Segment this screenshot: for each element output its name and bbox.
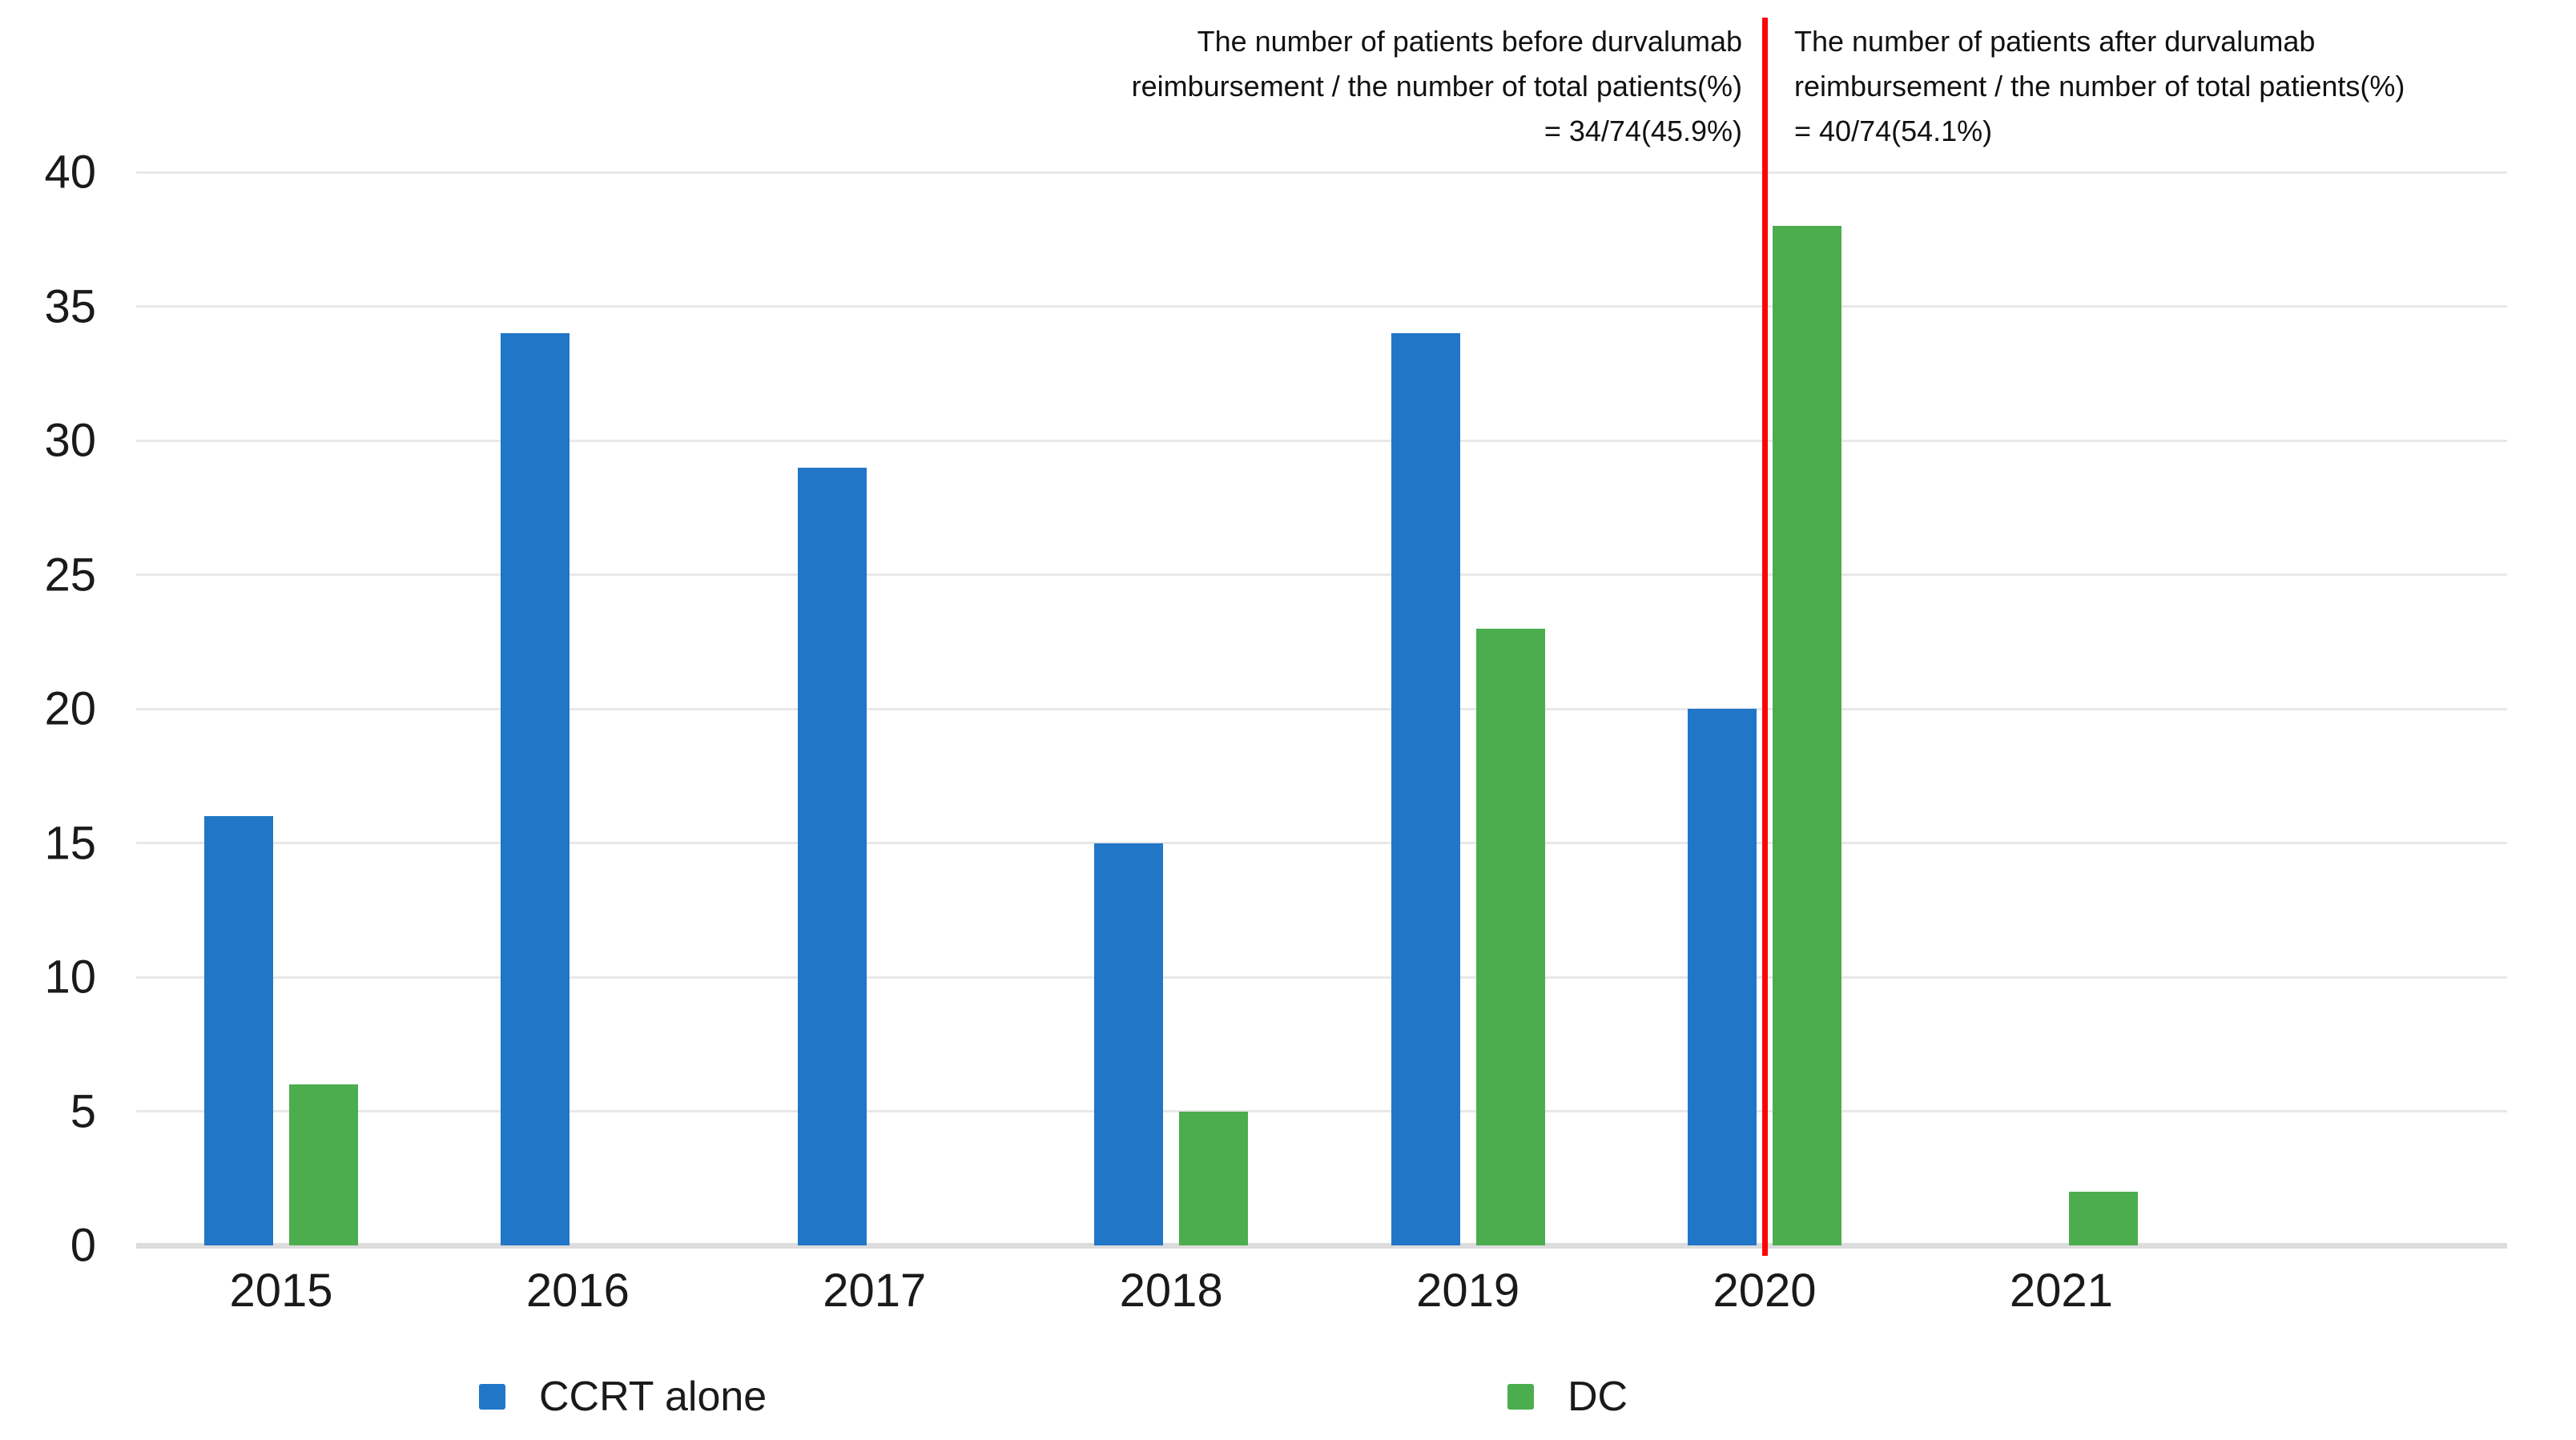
y-tick-label-20: 20	[44, 682, 96, 735]
x-tick-label-2019: 2019	[1416, 1265, 1520, 1317]
bar-dc-2019	[1475, 628, 1545, 1245]
annotation-after-line-2: reimbursement / the number of total pati…	[1794, 70, 2405, 103]
annotation-before-line-2: reimbursement / the number of total pati…	[1131, 70, 1742, 103]
gridline-y-35	[136, 305, 2507, 308]
legend-swatch-ccrt-alone-icon	[479, 1384, 505, 1410]
gridline-y-40	[136, 171, 2507, 174]
x-tick-label-2021: 2021	[2009, 1265, 2113, 1317]
gridline-y-30	[136, 439, 2507, 442]
bar-ccrt-alone-2020	[1688, 709, 1757, 1245]
bar-dc-2015	[289, 1084, 358, 1245]
annotation-before-line-3: = 34/74(45.9%)	[1544, 115, 1742, 147]
bar-ccrt-alone-2016	[501, 333, 570, 1245]
y-tick-label-35: 35	[44, 280, 96, 332]
y-tick-label-10: 10	[44, 951, 96, 1004]
annotation-before-reimbursement: The number of patients before durvalumab…	[1132, 19, 1742, 154]
x-tick-label-2017: 2017	[823, 1265, 927, 1317]
annotation-after-line-3: = 40/74(54.1%)	[1794, 115, 1993, 147]
bar-dc-2018	[1179, 1111, 1249, 1245]
bar-ccrt-alone-2018	[1094, 843, 1164, 1245]
annotation-before-line-1: The number of patients before durvalumab	[1197, 25, 1742, 58]
x-tick-label-2020: 2020	[1713, 1265, 1817, 1317]
x-axis-line	[136, 1243, 2507, 1249]
bar-dc-2021	[2069, 1192, 2139, 1245]
legend-swatch-dc-icon	[1507, 1384, 1534, 1410]
y-tick-label-0: 0	[70, 1219, 96, 1272]
reimbursement-divider-line	[1761, 18, 1768, 1256]
y-tick-label-5: 5	[70, 1085, 96, 1137]
gridline-y-10	[136, 975, 2507, 979]
legend-label-dc: DC	[1568, 1374, 1628, 1420]
bar-ccrt-alone-2015	[204, 816, 273, 1245]
annotation-after-line-1: The number of patients after durvalumab	[1794, 25, 2316, 58]
legend-item-ccrt-alone: CCRT alone	[479, 1373, 767, 1421]
legend-item-dc: DC	[1507, 1373, 1628, 1421]
gridline-y-15	[136, 842, 2507, 844]
annotation-after-reimbursement: The number of patients after durvalumab …	[1794, 19, 2405, 154]
gridline-y-25	[136, 573, 2507, 576]
gridline-y-20	[136, 707, 2507, 710]
x-tick-label-2016: 2016	[525, 1265, 630, 1317]
y-tick-label-25: 25	[44, 549, 96, 601]
x-tick-label-2015: 2015	[229, 1265, 333, 1317]
bar-ccrt-alone-2017	[797, 467, 867, 1245]
x-tick-label-2018: 2018	[1119, 1265, 1223, 1317]
legend-label-ccrt-alone: CCRT alone	[539, 1374, 767, 1420]
y-tick-label-40: 40	[44, 146, 96, 199]
y-tick-label-15: 15	[44, 817, 96, 869]
gridline-y-5	[136, 1110, 2507, 1112]
bar-dc-2020	[1773, 226, 1841, 1245]
bar-ccrt-alone-2019	[1391, 333, 1460, 1245]
y-tick-label-30: 30	[44, 414, 96, 467]
